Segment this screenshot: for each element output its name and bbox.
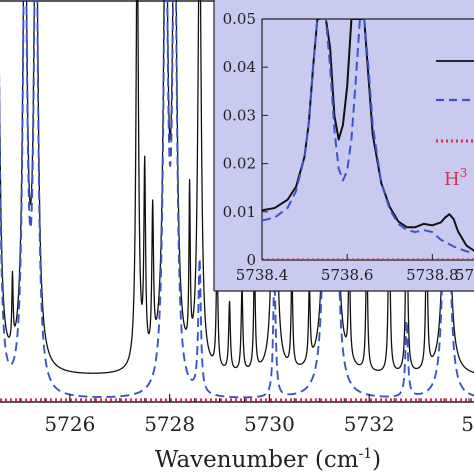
main-x-tick-label: 5728 (144, 412, 195, 436)
legend-h3-label: H3 (444, 166, 467, 190)
inset-panel (214, 0, 474, 291)
inset-y-tick-label: 0.02 (223, 155, 256, 173)
main-x-axis-label: Wavenumber (cm-1) (155, 446, 381, 473)
inset-ticks: 0 0.01 0.02 0.03 0.04 0.05 5738.4 5738.6 5738.85… (223, 10, 474, 284)
main-x-axis-label-suffix: ) (372, 447, 381, 473)
inset-series-group (262, 19, 474, 260)
inset-x-tick-label-partial: 57 (455, 266, 474, 284)
inset-plot: 0 0.01 0.02 0.03 0.04 0.05 5738.4 5738.6 5738.85… (213, 0, 474, 292)
legend-h3-exponent: 3 (460, 166, 468, 180)
inset-y-tick-label: 0 (246, 251, 256, 269)
inset-x-tick-label: 5738.4 (236, 266, 289, 284)
inset-series-dashed (262, 19, 474, 254)
inset-y-tick-label: 0.03 (223, 106, 256, 124)
inset-x-tick-label: 5738.8 (406, 266, 459, 284)
main-series-group (0, 0, 474, 402)
main-series-dashed (0, 0, 474, 399)
inset-y-tick-label: 0.01 (223, 203, 256, 221)
main-x-tick-label-partial: 5 (461, 412, 474, 436)
inset-y-tick-label: 0.05 (223, 10, 256, 28)
inset-legend: H3 (436, 60, 474, 190)
main-x-ticks: 5726 5728 5730 5732 5 (19, 394, 474, 436)
main-x-tick-label: 5730 (244, 412, 295, 436)
main-x-axis-label-exponent: -1 (359, 446, 373, 462)
main-series-solid (0, 0, 474, 374)
main-x-tick-label: 5732 (344, 412, 395, 436)
inset-y-tick-label: 0.04 (223, 58, 256, 76)
main-x-tick-label: 5726 (44, 412, 95, 436)
inset-x-tick-label: 5738.6 (321, 266, 374, 284)
